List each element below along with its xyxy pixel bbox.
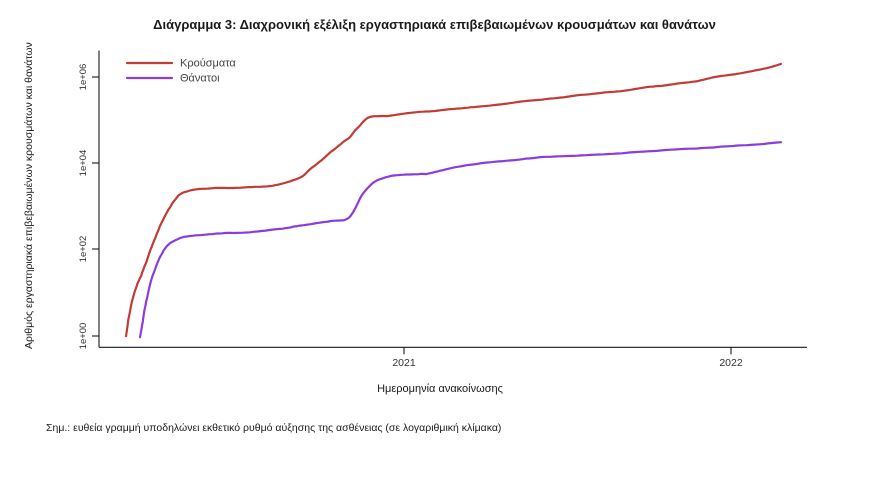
svg-text:2022: 2022 xyxy=(719,357,743,369)
svg-text:Θάνατοι: Θάνατοι xyxy=(180,73,220,85)
svg-text:2021: 2021 xyxy=(392,357,416,369)
svg-text:Κρούσματα: Κρούσματα xyxy=(180,58,236,70)
svg-text:1e+00: 1e+00 xyxy=(78,323,89,350)
svg-text:1e+04: 1e+04 xyxy=(78,150,89,177)
svg-text:1e+06: 1e+06 xyxy=(78,64,89,91)
svg-text:1e+02: 1e+02 xyxy=(78,236,89,263)
